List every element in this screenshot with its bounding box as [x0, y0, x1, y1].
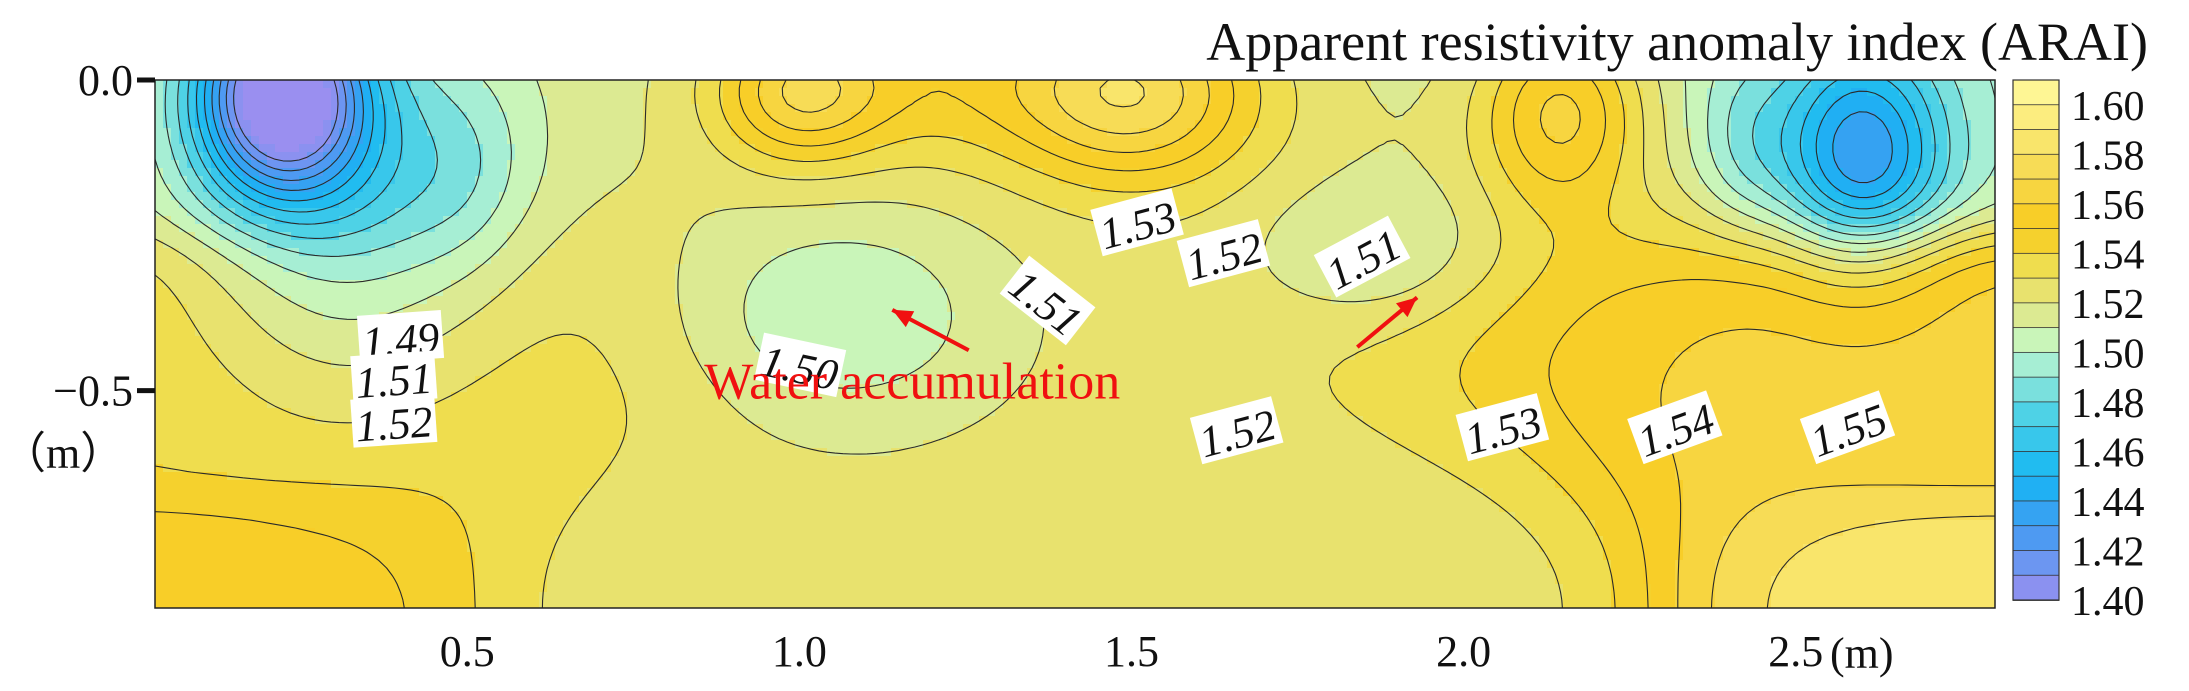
colorbar-tick-label: 1.50 — [2071, 331, 2145, 377]
colorbar-swatch — [2012, 426, 2060, 453]
contour-line — [177, 80, 1951, 239]
colorbar-tick-label: 1.44 — [2071, 480, 2145, 526]
contour-line — [757, 80, 1995, 608]
colorbar-swatch — [2012, 525, 2060, 552]
x-tick-label: 2.5 — [1768, 627, 1823, 676]
contour-line — [218, 80, 355, 182]
colorbar-swatch — [2012, 228, 2060, 255]
colorbar-tick-label: 1.54 — [2071, 232, 2145, 278]
colorbar-tick-label: 1.52 — [2071, 282, 2145, 328]
annotation-arrowhead — [892, 309, 915, 328]
colorbar-swatch — [2012, 401, 2060, 428]
colorbar-swatch — [2012, 178, 2060, 205]
contour-line — [781, 80, 1995, 608]
y-axis: 0.0 −0.5 — [53, 56, 155, 416]
colorbar-swatch — [2012, 574, 2060, 601]
contour-line — [155, 80, 1995, 608]
colorbar-swatch — [2012, 500, 2060, 527]
colorbar-swatch — [2012, 475, 2060, 502]
colorbar-tick-label: 1.48 — [2071, 381, 2145, 427]
x-tick-label: 2.0 — [1436, 627, 1491, 676]
colorbar-swatch — [2012, 376, 2060, 403]
colorbar: 1.601.581.561.541.521.501.481.461.441.42… — [2012, 79, 2145, 625]
x-axis-unit: (m) — [1830, 629, 1894, 678]
contour-line — [164, 80, 1970, 257]
colorbar-swatch — [2012, 302, 2060, 329]
colorbar-swatch — [2012, 550, 2060, 577]
contour-line — [225, 80, 347, 172]
x-axis: 0.5 1.0 1.5 2.0 2.5 — [440, 627, 1824, 676]
contour-line — [203, 80, 1909, 202]
contour-line — [155, 80, 1995, 283]
contour-label: 1.52 — [350, 393, 438, 451]
y-axis-unit: （m） — [2, 429, 124, 478]
colorbar-swatch — [2012, 79, 2060, 106]
colorbar-swatch — [2012, 327, 2060, 354]
colorbar-tick-label: 1.40 — [2071, 579, 2145, 625]
x-tick-label: 1.5 — [1104, 627, 1159, 676]
plot-frame — [154, 79, 1996, 609]
contour-line — [187, 80, 1936, 225]
colorbar-swatch — [2012, 277, 2060, 304]
chart-title: Apparent resistivity anomaly index (ARAI… — [1206, 12, 2148, 72]
colorbar-swatch — [2012, 252, 2060, 279]
contour-label-text: 1.52 — [354, 397, 434, 451]
colorbar-swatch — [2012, 351, 2060, 379]
colorbar-tick-label: 1.58 — [2071, 133, 2145, 179]
annotation-arrowhead — [1396, 297, 1418, 318]
colorbar-swatch — [2012, 203, 2060, 230]
annotation-text: Water accumulation — [704, 353, 1120, 410]
x-tick-label: 1.0 — [772, 627, 827, 676]
colorbar-tick-label: 1.60 — [2071, 84, 2145, 130]
colorbar-swatch — [2012, 129, 2060, 156]
y-tick-label: 0.0 — [78, 56, 133, 105]
colorbar-tick-label: 1.56 — [2071, 183, 2145, 229]
annotations: Water accumulation — [704, 295, 1419, 410]
colorbar-tick-label: 1.42 — [2071, 530, 2145, 576]
colorbar-swatch — [2012, 104, 2060, 131]
x-tick-label: 0.5 — [440, 627, 495, 676]
contour-line — [195, 80, 1923, 213]
contour-line — [155, 80, 1995, 389]
colorbar-tick-label: 1.46 — [2071, 430, 2145, 476]
contour-label: 1.52 — [1176, 219, 1271, 290]
colorbar-swatch — [2012, 451, 2060, 478]
colorbar-frame — [2012, 79, 2060, 601]
contour-line — [211, 80, 1893, 191]
contour-line — [155, 80, 1995, 608]
contour-line — [1099, 80, 1995, 608]
contour-line — [233, 80, 339, 162]
y-tick-label: −0.5 — [53, 367, 133, 416]
colorbar-swatch — [2012, 153, 2060, 180]
